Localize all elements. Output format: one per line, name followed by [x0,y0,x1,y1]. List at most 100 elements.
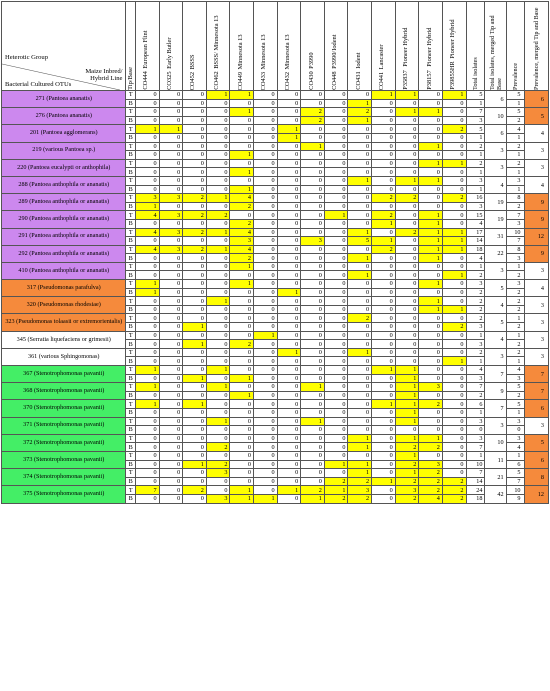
isolate-count-cell: 0 [158,330,184,341]
tip-base-cell: B [125,407,136,418]
table-row: 374 (Stenotrophomonas pavanii) T 0 0 0 3 0 0 0 0 0… [0,468,549,487]
isolate-count-cell: 2 [418,442,443,452]
otu-label: 290 (Pantoea anthophila or ananatis) [0,210,127,229]
table-body: 271 (Pantoea ananatis) T 0 0 0 1 1 0 0 0 0 0 1 1 0 1 5 6 5… [0,89,549,504]
prevalence-cell: 3 [505,416,525,427]
line-header: CO431 Iodent [347,1,373,91]
isolate-count-cell: 0 [418,90,443,100]
prevalence-merged-cell: 12 [523,485,549,504]
isolate-count-cell: 0 [394,210,420,220]
isolate-count-cell: 0 [205,124,231,134]
line-header: CO441 Lancaster [371,1,396,91]
total-isolates-cell: 4 [465,365,486,375]
table-corner-header: Heterotic Group Maize Inbred/Hybrid Line B… [0,1,127,91]
heterotic-group-name: Pioneer Hybrid [425,28,433,68]
prevalence-cell: 2 [505,141,525,152]
isolate-count-cell: 0 [158,98,184,109]
isolate-count-cell: 4 [134,227,160,238]
isolate-count-cell: 0 [394,124,420,134]
isolate-count-cell: 0 [371,98,396,109]
isolate-count-cell: 0 [182,382,207,392]
isolate-count-cell: 0 [323,347,349,358]
isolate-count-cell: 0 [347,304,373,315]
isolate-count-cell: 2 [205,459,231,470]
tip-base-cell: T [125,313,136,324]
maize-line-label-2: Hybrid Line [90,75,123,83]
isolate-count-cell: 0 [158,175,184,186]
prevalence-cell: 1 [505,313,525,324]
prevalence-merged-cell: 5 [523,433,549,452]
isolate-count-cell: 0 [394,115,420,126]
isolate-count-cell: 0 [347,279,373,289]
otu-label: 317 (Pseudomonas parafulva) [0,279,127,298]
isolate-count-cell: 2 [394,227,420,238]
tip-base-cell: B [125,132,136,143]
total-isolates-cell: 1 [465,184,486,195]
isolate-count-cell: 0 [300,210,325,220]
total-isolates-header: Total isolates [465,1,486,91]
isolate-count-cell: 1 [394,450,420,461]
isolate-count-cell: 0 [158,201,184,212]
isolate-count-cell: 0 [441,261,467,272]
isolate-count-cell: 1 [182,339,207,349]
isolate-count-cell: 0 [253,218,278,229]
isolate-count-cell: 0 [441,313,467,324]
isolate-count-cell: 0 [394,98,420,109]
isolate-count-cell: 0 [158,390,184,401]
total-isolates-cell: 1 [465,132,486,143]
isolate-count-cell: 3 [158,244,184,255]
isolate-count-cell: 0 [253,476,278,487]
isolate-count-cell: 0 [182,236,207,246]
isolate-count-cell: 1 [134,279,160,289]
isolate-count-cell: 0 [300,459,325,470]
isolate-count-cell: 0 [158,167,184,177]
isolate-count-cell: 0 [229,296,255,306]
isolate-count-cell: 2 [323,493,349,504]
isolate-count-cell: 1 [418,107,443,117]
total-isolates-cell: 7 [465,382,486,392]
isolate-count-cell: 0 [323,141,349,152]
isolate-count-cell: 0 [323,115,349,126]
prevalence-cell: 4 [505,124,525,134]
isolate-count-cell: 0 [371,433,396,444]
prevalence-cell: 5 [505,90,525,100]
isolate-count-cell: 2 [394,442,420,452]
total-isolates-cell: 3 [465,201,486,212]
otu-label: 372 (Stenotrophomonas pavanii) [0,433,127,452]
line-header-text: CO449 Minnesota 13 [237,32,247,90]
prevalence-merged-cell: 7 [523,382,549,401]
isolate-count-cell: 0 [441,98,467,109]
isolate-count-cell: 0 [371,124,396,134]
line-header-text: CO431 Iodent [355,50,365,89]
isolate-count-cell: 0 [253,253,278,263]
isolate-count-cell: 0 [441,450,467,461]
isolate-count-cell: 1 [394,107,420,117]
total-isolates-cell: 2 [465,304,486,315]
isolate-count-cell: 0 [134,450,160,461]
isolate-count-cell: 0 [253,115,278,126]
isolate-count-cell: 1 [300,493,325,504]
line-code: CO325 [165,71,173,90]
isolate-count-cell: 0 [300,193,325,203]
isolate-count-cell: 0 [229,132,255,143]
line-code: P35837 [401,70,409,90]
heterotic-group-name: Early Butler [165,37,173,69]
otu-label: 371 (Stenotrophomonas pavanii) [0,416,127,435]
isolate-count-cell: 0 [276,227,302,238]
isolate-count-cell: 0 [300,261,325,272]
isolate-count-cell: 0 [158,493,184,504]
isolate-count-cell: 0 [205,201,231,212]
isolate-count-cell: 0 [229,313,255,324]
isolate-count-cell: 0 [158,399,184,409]
isolate-count-cell: 0 [253,90,278,100]
isolate-count-cell: 0 [441,407,467,418]
isolate-count-cell: 0 [347,390,373,401]
isolate-count-cell: 4 [418,493,443,504]
isolate-count-cell: 1 [441,244,467,255]
isolate-count-cell: 0 [371,227,396,238]
isolate-count-cell: 1 [441,236,467,246]
isolate-count-cell: 0 [371,184,396,195]
isolate-count-cell: 0 [182,476,207,487]
isolate-count-cell: 0 [300,304,325,315]
